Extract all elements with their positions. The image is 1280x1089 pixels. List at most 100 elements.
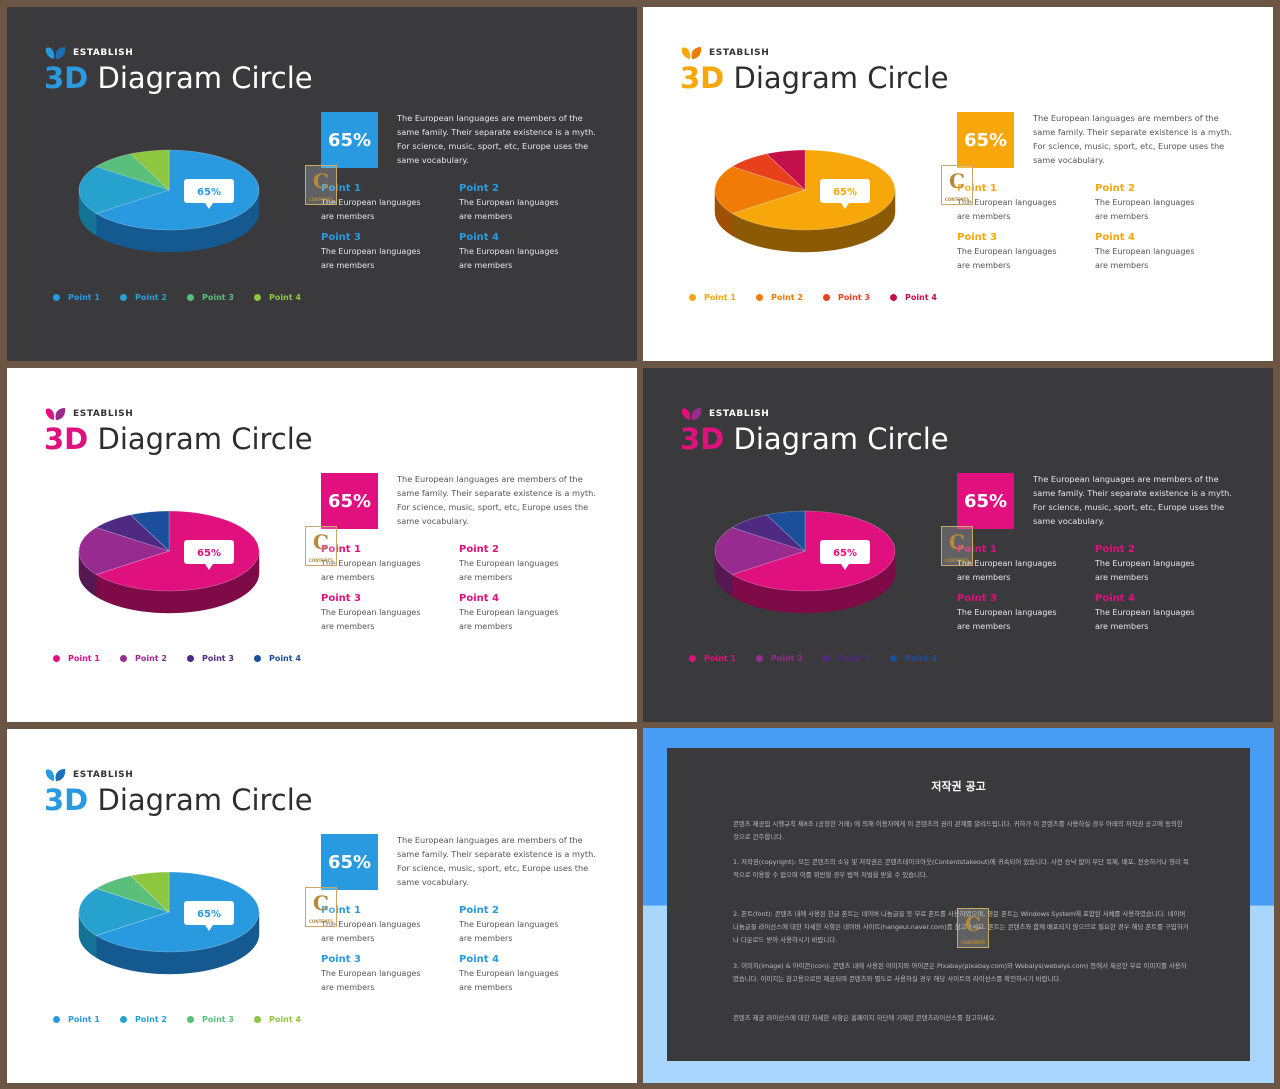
legend-dot-icon (186, 294, 194, 301)
title-number: 3D (680, 61, 725, 95)
pie-slice-1 (95, 871, 260, 953)
watermark-letter: C (313, 891, 329, 915)
point-title: Point 1 (957, 544, 997, 555)
slide-title: 3D Diagram Circle (680, 61, 949, 95)
pie-slice-2 (78, 888, 170, 936)
watermark-caption: CONTENTS (308, 919, 334, 924)
legend-label: Point 1 (704, 654, 736, 663)
legend-label: Point 2 (770, 293, 803, 302)
leaf-logo-icon (681, 408, 702, 420)
legend-label: Point 1 (704, 293, 736, 302)
pie-slice-2 (78, 527, 170, 575)
description-text: The European languages are members of th… (397, 474, 596, 526)
point-title: Point 3 (321, 954, 361, 965)
callout-value: 65% (197, 187, 221, 198)
watermark-logo: C CONTENTS (941, 526, 973, 566)
pie-slice-4 (766, 149, 806, 191)
point-block-1: Point 1 The European languages are member… (957, 543, 1077, 585)
point-description: The European languages are members (459, 608, 559, 631)
point-title: Point 1 (957, 183, 997, 194)
brand-name: ESTABLISH (73, 770, 134, 780)
legend-dot-icon (53, 655, 60, 662)
point-title: Point 3 (957, 232, 997, 243)
pie-chart-3d: 65% (78, 871, 260, 975)
pie-slice-4 (130, 149, 170, 191)
legend-dot-icon (253, 294, 261, 301)
point-title: Point 3 (957, 593, 997, 604)
title-text: Diagram Circle (733, 422, 949, 456)
watermark-letter: C (965, 912, 981, 936)
point-block-2: Point 2 The European languages are member… (459, 182, 579, 224)
legend-item-2: Point 2 (119, 654, 167, 663)
point-description: The European languages are members (321, 920, 421, 943)
callout-bubble (184, 540, 234, 570)
legend-dot-icon (755, 294, 763, 301)
legend-item-4: Point 4 (889, 654, 937, 663)
legend-dot-icon (53, 1016, 60, 1023)
description-text: The European languages are members of th… (1033, 113, 1232, 165)
point-description: The European languages are members (459, 559, 559, 582)
point-description: The European languages are members (459, 920, 559, 943)
legend-label: Point 1 (68, 1015, 100, 1024)
point-block-3: Point 3 The European languages are member… (957, 231, 1077, 273)
legend-item-4: Point 4 (253, 654, 301, 663)
brand-header: ESTABLISH (681, 45, 769, 61)
percent-badge: 65% (321, 834, 378, 890)
slide-title: 3D Diagram Circle (44, 783, 313, 817)
pie-slice-1 (731, 510, 896, 592)
callout-bubble (184, 901, 234, 931)
pie-slice-2 (714, 527, 806, 575)
point-description: The European languages are members (1095, 198, 1195, 221)
legend-item-1: Point 1 (53, 1015, 100, 1024)
legend-label: Point 3 (201, 293, 234, 302)
notice-paragraph: 3. 이미지(image) & 아이콘(icon): 콘텐츠 내에 사용된 이미… (733, 962, 1187, 983)
point-block-2: Point 2 The European languages are member… (1095, 182, 1215, 224)
point-block-2: Point 2 The European languages are member… (459, 904, 579, 946)
title-number: 3D (44, 422, 89, 456)
point-title: Point 2 (459, 905, 499, 916)
legend-item-2: Point 2 (755, 293, 803, 302)
point-description: The European languages are members (321, 247, 421, 270)
point-description: The European languages are members (1095, 559, 1195, 582)
title-text: Diagram Circle (733, 61, 949, 95)
description-text: The European languages are members of th… (1033, 474, 1232, 526)
legend-dot-icon (253, 1016, 261, 1023)
watermark-logo: C CONTENTS (941, 165, 973, 205)
watermark-caption: CONTENTS (308, 197, 334, 202)
watermark-caption: CONTENTS (960, 940, 986, 945)
title-number: 3D (44, 61, 89, 95)
legend-dot-icon (253, 655, 261, 662)
callout-value: 65% (197, 548, 221, 559)
legend-dot-icon (689, 655, 696, 662)
slide-2: ESTABLISH 3D Diagram Circle 65% 65% The Euro… (643, 7, 1273, 361)
pie-slice-2 (78, 166, 170, 214)
brand-header: ESTABLISH (45, 406, 133, 422)
watermark-letter: C (313, 169, 329, 193)
point-description: The European languages are members (321, 969, 421, 992)
pie-slice-1 (731, 149, 896, 231)
point-block-1: Point 1 The European languages are member… (321, 904, 441, 946)
legend-item-4: Point 4 (253, 293, 301, 302)
legend-label: Point 4 (904, 293, 937, 302)
pie-chart-3d: 65% (78, 510, 260, 614)
point-block-1: Point 1 The European languages are member… (321, 182, 441, 224)
brand-header: ESTABLISH (45, 45, 133, 61)
legend-label: Point 3 (837, 293, 870, 302)
point-title: Point 1 (321, 544, 361, 555)
percent-badge: 65% (321, 112, 378, 168)
callout-bubble (820, 179, 870, 209)
pie-slice-4 (130, 510, 170, 552)
brand-name: ESTABLISH (709, 409, 770, 419)
legend-item-3: Point 3 (186, 1015, 234, 1024)
point-block-4: Point 4 The European languages are member… (1095, 231, 1215, 273)
legend-label: Point 2 (134, 1015, 167, 1024)
title-text: Diagram Circle (97, 422, 313, 456)
chart-legend: Point 1 Point 2 Point 3 Point 4 (689, 293, 957, 302)
chart-legend: Point 1 Point 2 Point 3 Point 4 (53, 1015, 321, 1024)
legend-label: Point 2 (134, 293, 167, 302)
legend-item-3: Point 3 (186, 654, 234, 663)
point-description: The European languages are members (459, 969, 559, 992)
legend-dot-icon (889, 294, 897, 301)
point-block-3: Point 3 The European languages are member… (321, 231, 441, 273)
point-title: Point 4 (459, 232, 499, 243)
